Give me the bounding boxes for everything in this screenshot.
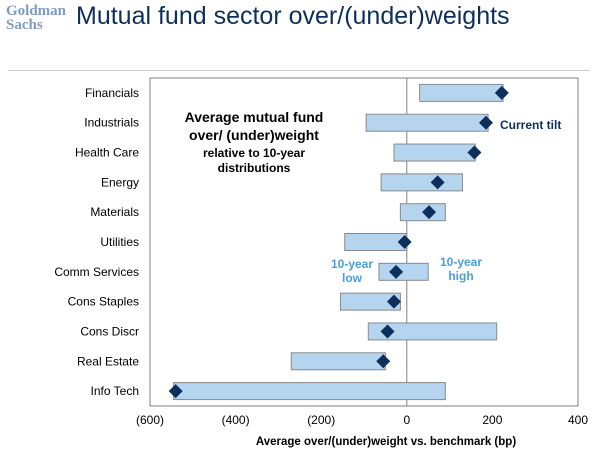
range-bar: [365, 113, 489, 132]
ten-year-high-label-1: 10-year: [440, 255, 482, 269]
inset-note-line-2: over/ (under)weight: [189, 127, 319, 143]
range-bar: [367, 322, 498, 341]
logo-line-2: Sachs: [6, 17, 43, 33]
inset-note-line-4: distributions: [218, 161, 291, 175]
x-tick-label: 200: [482, 413, 502, 427]
x-tick-label: (600): [136, 413, 164, 427]
category-label: Energy: [101, 175, 139, 189]
range-bar: [344, 233, 408, 251]
category-label: Health Care: [75, 146, 139, 160]
current-tilt-marker: [386, 294, 401, 309]
current-markers: [168, 85, 509, 399]
current-tilt-marker: [478, 115, 493, 130]
logo-line-1: Goldman: [6, 3, 67, 19]
category-label: Comm Services: [54, 265, 139, 279]
x-tick-label: (400): [222, 413, 250, 427]
plot-area: [149, 77, 579, 407]
range-bar: [378, 262, 429, 281]
range-bar: [393, 143, 476, 162]
current-tilt-marker: [467, 145, 482, 160]
current-tilt-marker: [430, 175, 445, 190]
x-ticks: (600) (400) (200) 0 200 400: [136, 413, 588, 427]
header-divider: [8, 70, 590, 71]
current-tilt-marker: [168, 384, 183, 399]
current-tilt-marker: [380, 324, 395, 339]
current-tilt-marker: [494, 85, 509, 100]
range-bar: [173, 382, 446, 401]
ten-year-low-label-2: low: [342, 271, 363, 285]
category-label: Info Tech: [91, 384, 139, 398]
range-bar: [419, 83, 504, 102]
current-tilt-label: Current tilt: [500, 118, 561, 132]
range-bars: [173, 83, 504, 401]
category-label: Real Estate: [77, 354, 139, 368]
page-title: Mutual fund sector over/(under)weights: [76, 2, 510, 30]
current-tilt-marker: [422, 205, 437, 220]
category-label: Cons Discr: [80, 324, 139, 338]
category-label: Utilities: [100, 235, 139, 249]
x-tick-label: (200): [307, 413, 335, 427]
current-tilt-marker: [376, 354, 391, 369]
current-tilt-marker: [397, 235, 412, 249]
category-label: Cons Staples: [68, 295, 139, 309]
current-tilt-marker: [389, 264, 404, 279]
x-tick-label: 0: [403, 413, 410, 427]
ten-year-low-label-1: 10-year: [331, 257, 373, 271]
inset-note-line-1: Average mutual fund: [185, 109, 324, 125]
logo: Goldman Sachs: [6, 3, 68, 33]
category-labels: Financials Industrials Health Care Energy Ma…: [54, 86, 139, 398]
category-label: Financials: [85, 86, 139, 100]
x-axis-label: Average over/(under)weight vs. benchmark…: [256, 436, 516, 448]
ten-year-high-label-2: high: [448, 269, 473, 283]
category-label: Industrials: [84, 116, 139, 130]
category-label: Materials: [90, 205, 139, 219]
inset-note-line-3: relative to 10-year: [203, 146, 305, 160]
range-bar: [380, 173, 463, 192]
range-bar: [290, 352, 386, 371]
x-tick-label: 400: [568, 413, 588, 427]
